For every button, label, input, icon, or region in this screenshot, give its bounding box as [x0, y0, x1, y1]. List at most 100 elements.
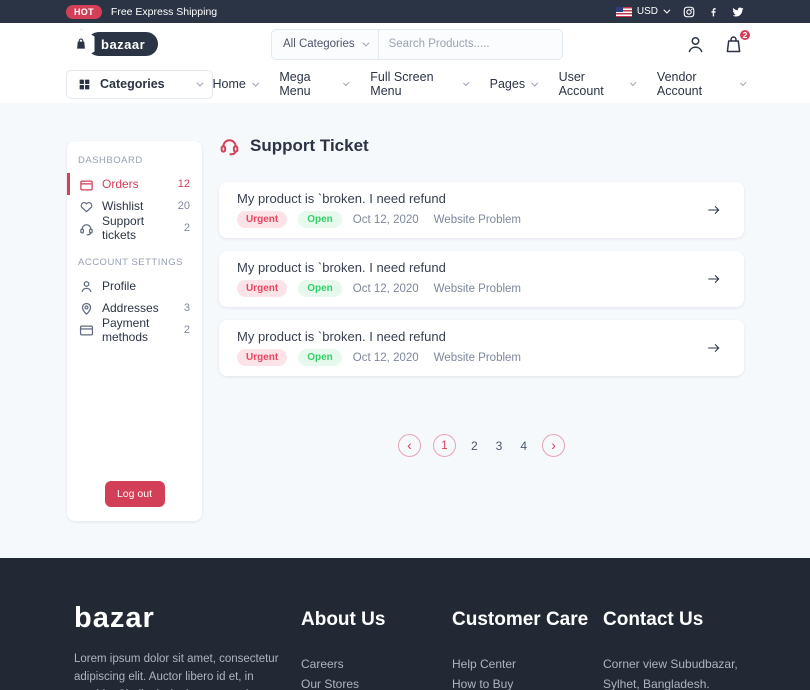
- main-content: DASHBOARD Orders 12 Wishlist 20: [0, 103, 810, 558]
- pagination-page-2[interactable]: 2: [470, 438, 478, 453]
- search-icon[interactable]: [553, 37, 562, 52]
- nav-item-pages[interactable]: Pages: [489, 77, 538, 91]
- hot-badge: HOT: [66, 4, 102, 19]
- sidebar-item-addresses[interactable]: Addresses 3: [67, 297, 202, 319]
- nav-item-home[interactable]: Home: [213, 77, 259, 91]
- priority-badge: Urgent: [237, 211, 288, 228]
- sidebar-item-label: Wishlist: [102, 199, 144, 213]
- footer-link-help-center[interactable]: Help Center: [452, 657, 517, 671]
- ticket-title: My product is `broken. I need refund: [237, 191, 446, 206]
- ticket-date: Oct 12, 2020: [352, 213, 419, 226]
- sidebar-item-orders[interactable]: Orders 12: [67, 173, 202, 195]
- pagination-page-1[interactable]: 1: [432, 434, 456, 457]
- ticket-title: My product is `broken. I need refund: [237, 260, 446, 275]
- footer-address-line: Sylhet, Bangladesh.: [603, 677, 710, 690]
- arrow-right-icon[interactable]: [706, 271, 722, 287]
- arrow-right-icon[interactable]: [706, 340, 722, 356]
- facebook-icon[interactable]: [708, 6, 719, 18]
- footer-logo: bazar: [74, 602, 155, 634]
- sidebar-item-count: 20: [177, 200, 190, 212]
- support-ticket-section: Support Ticket My product is `broken. I …: [219, 135, 744, 558]
- chevron-down-icon: [740, 79, 747, 86]
- orders-icon: [79, 177, 94, 192]
- account-icon[interactable]: [685, 34, 706, 55]
- search-input[interactable]: [378, 38, 553, 50]
- nav-item-label: Pages: [489, 77, 526, 91]
- sidebar-item-count: 3: [183, 302, 190, 314]
- sidebar-item-payment-methods[interactable]: Payment methods 2: [67, 316, 202, 344]
- pagination: ‹ 1 2 3 4 ›: [219, 434, 744, 457]
- arrow-right-icon[interactable]: [706, 202, 722, 218]
- search-bar: All Categories: [271, 28, 563, 60]
- nav-item-label: Mega Menu: [279, 70, 311, 98]
- sidebar-item-count: 2: [183, 324, 190, 336]
- footer: bazar Lorem ipsum dolor sit amet, consec…: [0, 558, 810, 690]
- sidebar-item-support-tickets[interactable]: Support tickets 2: [67, 214, 202, 242]
- sidebar-section-account-settings: ACCOUNT SETTINGS: [78, 257, 183, 268]
- search-category-label: All Categories: [283, 38, 355, 50]
- ticket-category: Website Problem: [433, 282, 522, 295]
- status-badge: Open: [298, 280, 342, 297]
- chevron-down-icon: [462, 79, 470, 86]
- footer-link-careers[interactable]: Careers: [301, 657, 344, 671]
- chevron-right-icon: ›: [551, 436, 556, 453]
- status-badge: Open: [298, 349, 342, 366]
- logo[interactable]: bazaar: [66, 28, 271, 60]
- ticket-meta: Urgent Open Oct 12, 2020 Website Problem: [237, 349, 724, 366]
- footer-contact-column: Contact Us Corner view Subudbazar, Sylhe…: [603, 602, 763, 690]
- nav-item-label: Vendor Account: [656, 70, 703, 98]
- sidebar-item-count: 2: [183, 222, 190, 234]
- nav-item-vendor-account[interactable]: Vendor Account: [656, 70, 747, 98]
- logout-button[interactable]: Log out: [104, 481, 165, 507]
- sidebar-card: DASHBOARD Orders 12 Wishlist 20: [67, 141, 202, 521]
- header: bazaar All Categories 2: [0, 23, 810, 65]
- priority-badge: Urgent: [237, 280, 288, 297]
- chevron-down-icon: [195, 79, 203, 87]
- search-category-dropdown[interactable]: All Categories: [272, 29, 379, 59]
- sidebar-item-label: Payment methods: [102, 316, 150, 344]
- ticket-card[interactable]: My product is `broken. I need refund Urg…: [219, 251, 744, 307]
- twitter-icon[interactable]: [732, 6, 744, 18]
- grid-icon: [78, 78, 91, 91]
- ticket-card[interactable]: My product is `broken. I need refund Urg…: [219, 320, 744, 376]
- sidebar-section-dashboard: DASHBOARD: [78, 155, 143, 166]
- sidebar-item-wishlist[interactable]: Wishlist 20: [67, 195, 202, 217]
- ticket-meta: Urgent Open Oct 12, 2020 Website Problem: [237, 280, 724, 297]
- ticket-date: Oct 12, 2020: [352, 351, 419, 364]
- account-sidebar: DASHBOARD Orders 12 Wishlist 20: [67, 135, 202, 558]
- chevron-down-icon: [630, 79, 637, 86]
- instagram-icon[interactable]: [683, 6, 695, 18]
- ticket-card[interactable]: My product is `broken. I need refund Urg…: [219, 182, 744, 238]
- logo-text: bazaar: [87, 32, 159, 56]
- footer-link-how-to-buy[interactable]: How to Buy: [452, 677, 514, 690]
- ticket-date: Oct 12, 2020: [352, 282, 419, 295]
- sidebar-item-profile[interactable]: Profile: [67, 275, 202, 297]
- status-badge: Open: [298, 211, 342, 228]
- nav-item-label: User Account: [558, 70, 604, 98]
- categories-button-label: Categories: [100, 77, 165, 91]
- footer-description: Lorem ipsum dolor sit amet, consectetur …: [74, 653, 279, 690]
- shipping-announcement: Free Express Shipping: [110, 5, 218, 18]
- nav-item-user-account[interactable]: User Account: [558, 70, 637, 98]
- sidebar-item-count: 12: [177, 178, 190, 190]
- cart-icon[interactable]: 2: [723, 27, 752, 55]
- chevron-left-icon: ‹: [407, 436, 412, 453]
- categories-button[interactable]: Categories: [66, 69, 213, 99]
- topbar-right: USD: [615, 6, 744, 18]
- sidebar-item-label: Orders: [102, 177, 139, 191]
- page-title: Support Ticket: [250, 135, 369, 155]
- nav-item-full-screen-menu[interactable]: Full Screen Menu: [370, 70, 470, 98]
- page-header: Support Ticket: [219, 135, 744, 156]
- pagination-page-4[interactable]: 4: [520, 438, 528, 453]
- credit-card-icon: [79, 323, 94, 338]
- footer-link-our-stores[interactable]: Our Stores: [301, 677, 360, 690]
- nav-item-mega-menu[interactable]: Mega Menu: [279, 70, 350, 98]
- chevron-down-icon: [531, 79, 538, 86]
- headset-icon: [79, 221, 94, 236]
- pagination-next-button[interactable]: ›: [542, 434, 566, 457]
- pagination-page-3[interactable]: 3: [495, 438, 503, 453]
- pagination-prev-button[interactable]: ‹: [397, 434, 421, 457]
- footer-contact-title: Contact Us: [603, 609, 704, 630]
- currency-selector[interactable]: USD: [615, 6, 671, 17]
- cart-count-badge: 2: [738, 27, 752, 42]
